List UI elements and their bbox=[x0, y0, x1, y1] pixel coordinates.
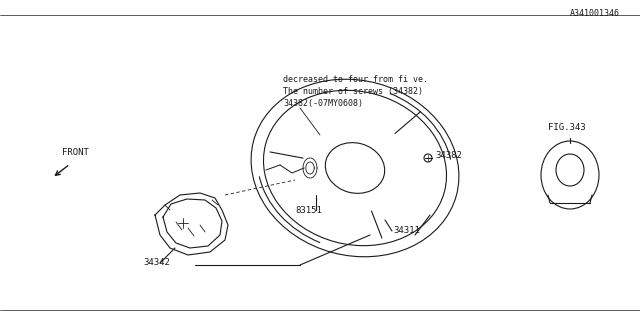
Text: 34382: 34382 bbox=[435, 151, 462, 160]
Text: 34342: 34342 bbox=[143, 258, 170, 267]
Text: 34382(-07MY0608): 34382(-07MY0608) bbox=[283, 99, 363, 108]
Text: 34311: 34311 bbox=[393, 226, 420, 235]
Text: FRONT: FRONT bbox=[62, 148, 89, 157]
Text: The number of screws (34382): The number of screws (34382) bbox=[283, 87, 423, 96]
Text: 83151: 83151 bbox=[295, 206, 322, 215]
Text: FIG.343: FIG.343 bbox=[548, 123, 586, 132]
Text: decreased to four from fi ve.: decreased to four from fi ve. bbox=[283, 75, 428, 84]
Text: A341001346: A341001346 bbox=[570, 9, 620, 18]
